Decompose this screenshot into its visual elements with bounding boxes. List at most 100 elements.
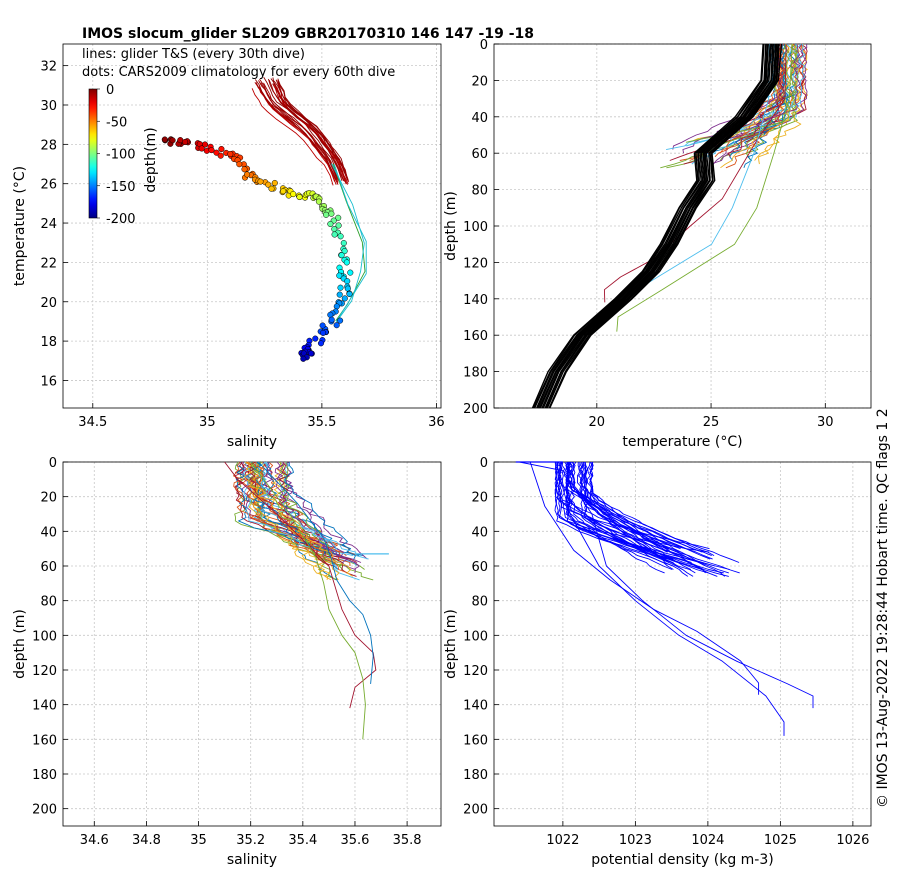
temp-ytick-label: 100 xyxy=(463,220,488,235)
ts-climatology-dot xyxy=(319,322,326,329)
ts-climatology-dot xyxy=(331,231,338,238)
density-profile-line xyxy=(582,461,689,577)
density-profile-line xyxy=(583,461,718,577)
figure-title: IMOS slocum_glider SL209 GBR20170310 146… xyxy=(82,26,534,42)
sal-axes-frame xyxy=(62,461,442,827)
density-profile-line xyxy=(566,461,709,553)
ts-climatology-dot xyxy=(343,259,350,266)
dens-axes-frame xyxy=(493,461,872,827)
ts-ytick-label: 16 xyxy=(40,374,57,389)
temp-ytick-label: 180 xyxy=(463,366,488,381)
sal-xtick-label: 34.8 xyxy=(132,833,161,848)
ts-climatology-dot xyxy=(341,248,348,255)
ts-axes-frame xyxy=(62,43,442,409)
ts-glider-line xyxy=(277,81,350,182)
ts-xtick-label: 35.5 xyxy=(307,415,336,430)
temperature-mean-profile xyxy=(537,43,769,409)
temperature-mean-profile xyxy=(534,43,767,409)
ts-climatology-dot xyxy=(347,269,354,276)
sal-xtick-label: 35.8 xyxy=(393,833,422,848)
ts-climatology-dot xyxy=(323,211,330,218)
ts-climatology-dot xyxy=(290,191,297,198)
ts-climatology-dot xyxy=(257,178,264,185)
ts-xtick-label: 34.5 xyxy=(78,415,107,430)
ts-glider-line xyxy=(251,88,334,186)
ts-climatology-dot xyxy=(328,210,335,217)
ts-climatology-dot xyxy=(335,222,342,229)
sal-xtick-label: 34.6 xyxy=(80,833,109,848)
salinity-profile-line xyxy=(283,461,344,570)
ts-climatology-dot xyxy=(296,193,303,201)
temperature-mean-profile xyxy=(545,43,778,409)
temperature-profile-panel: 20 25 30 0 20 40 60 80 100 120 140 160 180 200 tempera… xyxy=(443,38,872,450)
ts-climatology-dot xyxy=(271,179,278,187)
ts-climatology-dot xyxy=(346,290,353,298)
dens-plot-area xyxy=(494,462,871,826)
dens-ytick-label: 180 xyxy=(463,768,488,783)
temperature-profile-line xyxy=(710,43,808,165)
salinity-profile-line xyxy=(254,461,349,574)
temp-ylabel: depth (m) xyxy=(443,191,459,261)
temperature-profile-line xyxy=(691,43,802,165)
sal-ytick-label: 0 xyxy=(49,456,57,471)
dens-ytick-label: 200 xyxy=(463,803,488,818)
sal-ytick-label: 40 xyxy=(40,525,57,540)
ts-glider-line xyxy=(268,79,343,181)
ts-ylabel: temperature (°C) xyxy=(12,166,28,286)
temp-ytick-label: 140 xyxy=(463,293,488,308)
salinity-profile-line xyxy=(233,461,332,560)
ts-ytick-label: 24 xyxy=(40,217,57,232)
depth-colorbar: 0 -50 -100 -150 -200 depth(m) xyxy=(88,83,159,227)
ts-climatology-dot xyxy=(182,138,189,146)
ts-climatology-dot xyxy=(320,329,327,336)
dens-ytick-label: 80 xyxy=(471,595,488,610)
ts-glider-tail-line xyxy=(331,163,365,323)
temp-ytick-label: 160 xyxy=(463,329,488,344)
colorbar-tick-label: 0 xyxy=(106,83,114,98)
density-profile-line xyxy=(571,461,665,574)
colorbar-tick-label: -150 xyxy=(106,180,136,195)
salinity-profile-line xyxy=(260,461,369,560)
temperature-mean-profile xyxy=(531,43,764,409)
sal-ytick-label: 160 xyxy=(32,733,57,748)
ts-climatology-dot xyxy=(344,278,351,285)
ts-climatology-dot xyxy=(333,303,340,310)
temperature-mean-profile xyxy=(549,43,783,409)
ts-climatology-dot xyxy=(327,220,334,228)
dens-xlabel: potential density (kg m-3) xyxy=(591,852,773,868)
ts-climatology-dot xyxy=(213,149,220,156)
salinity-deep-profile xyxy=(258,461,374,684)
sal-ytick-label: 180 xyxy=(32,768,57,783)
temperature-profile-line xyxy=(719,43,785,154)
ts-climatology-dot xyxy=(340,240,347,247)
dens-ytick-label: 60 xyxy=(471,560,488,575)
ts-climatology-dot xyxy=(280,188,287,195)
sal-xtick-label: 35.4 xyxy=(288,833,317,848)
density-profile-line xyxy=(586,461,706,574)
temperature-mean-profile xyxy=(542,43,775,409)
density-profile-line xyxy=(576,461,668,553)
sal-xlabel: salinity xyxy=(227,852,277,868)
ts-glider-line xyxy=(274,84,347,185)
salinity-profile-line xyxy=(236,461,342,557)
ts-climatology-dot xyxy=(218,145,225,153)
salinity-profile-line xyxy=(278,461,338,581)
dens-ytick-label: 40 xyxy=(471,525,488,540)
colorbar-tick-label: -100 xyxy=(106,148,136,163)
ts-xtick-label: 35 xyxy=(199,415,216,430)
ts-ytick-label: 18 xyxy=(40,335,57,350)
dens-ytick-label: 160 xyxy=(463,733,488,748)
salinity-profile-line xyxy=(243,461,337,560)
temperature-mean-profile xyxy=(539,43,773,409)
colorbar-tick-label: -200 xyxy=(106,212,136,227)
salinity-profile-line xyxy=(248,461,337,563)
ts-ytick-label: 22 xyxy=(40,256,57,271)
ts-climatology-dot xyxy=(336,272,343,279)
ts-climatology-dot xyxy=(312,335,319,342)
dens-ytick-label: 140 xyxy=(463,699,488,714)
salinity-deep-profile xyxy=(250,461,366,740)
ts-climatology-dot xyxy=(337,233,344,240)
legend-line-climatology: dots: CARS2009 climatology for every 60t… xyxy=(82,65,395,80)
temp-ytick-label: 80 xyxy=(471,184,488,199)
